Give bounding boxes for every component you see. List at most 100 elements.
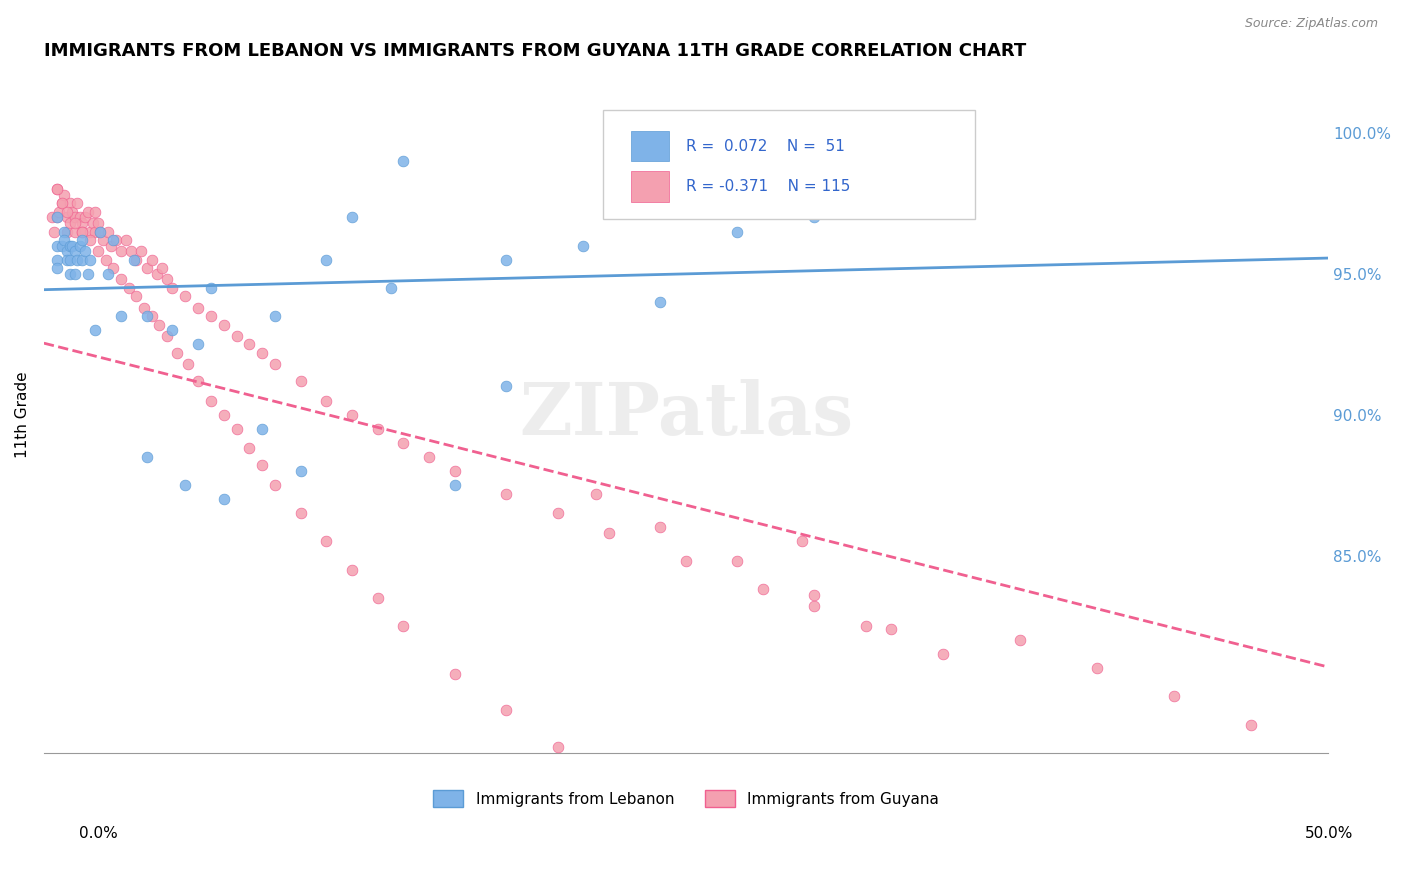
Point bbox=[212, 318, 235, 332]
Point bbox=[120, 244, 142, 259]
Point bbox=[150, 261, 173, 276]
Point bbox=[315, 534, 337, 549]
Point bbox=[58, 196, 80, 211]
Point bbox=[752, 858, 775, 872]
Point bbox=[790, 534, 813, 549]
Point bbox=[803, 887, 825, 892]
Point bbox=[53, 233, 76, 247]
Point bbox=[122, 252, 145, 267]
Point bbox=[79, 252, 101, 267]
Point bbox=[69, 211, 91, 225]
Point bbox=[166, 345, 188, 359]
Point bbox=[56, 244, 79, 259]
Bar bbox=[631, 131, 669, 161]
Point bbox=[79, 225, 101, 239]
Point bbox=[340, 563, 363, 577]
Point bbox=[547, 740, 569, 755]
Point bbox=[56, 211, 79, 225]
Legend: Immigrants from Lebanon, Immigrants from Guyana: Immigrants from Lebanon, Immigrants from… bbox=[426, 784, 945, 814]
Text: R =  0.072    N =  51: R = 0.072 N = 51 bbox=[686, 139, 845, 153]
Point bbox=[72, 225, 94, 239]
FancyBboxPatch shape bbox=[603, 111, 974, 219]
Point bbox=[264, 357, 287, 371]
Point bbox=[162, 323, 184, 337]
Point bbox=[69, 238, 91, 252]
Point bbox=[103, 233, 125, 247]
Point bbox=[58, 216, 80, 230]
Point bbox=[264, 478, 287, 492]
Point bbox=[1008, 633, 1031, 648]
Point bbox=[82, 216, 104, 230]
Point bbox=[495, 704, 517, 718]
Point bbox=[880, 622, 903, 636]
Point bbox=[135, 309, 157, 323]
Point bbox=[63, 244, 86, 259]
Point bbox=[290, 506, 312, 520]
Point bbox=[1240, 717, 1263, 731]
Point bbox=[53, 225, 76, 239]
Point bbox=[250, 458, 273, 473]
Point bbox=[156, 328, 179, 343]
Point bbox=[51, 238, 73, 252]
Point bbox=[156, 272, 179, 286]
Point bbox=[315, 252, 337, 267]
Point bbox=[91, 233, 114, 247]
Point bbox=[100, 238, 122, 252]
Point bbox=[290, 374, 312, 388]
Point bbox=[87, 216, 110, 230]
Y-axis label: 11th Grade: 11th Grade bbox=[15, 371, 30, 458]
Point bbox=[572, 238, 595, 252]
Point bbox=[110, 309, 132, 323]
Text: Source: ZipAtlas.com: Source: ZipAtlas.com bbox=[1244, 17, 1378, 29]
Point bbox=[56, 225, 79, 239]
Point bbox=[855, 619, 877, 633]
Point bbox=[650, 295, 672, 310]
Point bbox=[803, 211, 825, 225]
Point bbox=[380, 281, 402, 295]
Point bbox=[187, 337, 209, 351]
Point bbox=[932, 647, 955, 661]
Point bbox=[131, 244, 153, 259]
Point bbox=[58, 238, 80, 252]
Point bbox=[58, 267, 80, 281]
Point bbox=[367, 422, 389, 436]
Point bbox=[56, 204, 79, 219]
Point bbox=[94, 252, 117, 267]
Point bbox=[675, 816, 697, 830]
Point bbox=[1163, 690, 1185, 704]
Point bbox=[392, 435, 415, 450]
Point bbox=[418, 450, 440, 464]
Point bbox=[72, 233, 94, 247]
Point bbox=[315, 393, 337, 408]
Point bbox=[48, 204, 70, 219]
Point bbox=[148, 318, 170, 332]
Point bbox=[444, 478, 467, 492]
Point bbox=[803, 599, 825, 614]
Point bbox=[66, 252, 89, 267]
Point bbox=[41, 211, 63, 225]
Point bbox=[367, 591, 389, 605]
Point bbox=[63, 216, 86, 230]
Point bbox=[855, 126, 877, 140]
Point bbox=[1085, 661, 1108, 675]
Point bbox=[84, 204, 107, 219]
Point bbox=[60, 204, 83, 219]
Point bbox=[725, 225, 748, 239]
Point bbox=[89, 225, 111, 239]
Point bbox=[66, 196, 89, 211]
Point bbox=[76, 204, 98, 219]
Point bbox=[84, 225, 107, 239]
Text: ZIPatlas: ZIPatlas bbox=[519, 379, 853, 450]
Point bbox=[110, 272, 132, 286]
Point bbox=[72, 225, 94, 239]
Point bbox=[392, 619, 415, 633]
Point bbox=[104, 233, 127, 247]
Point bbox=[73, 244, 96, 259]
Point bbox=[200, 393, 222, 408]
Point bbox=[44, 225, 66, 239]
Point bbox=[51, 196, 73, 211]
Point bbox=[725, 554, 748, 568]
Point bbox=[135, 450, 157, 464]
Point bbox=[547, 506, 569, 520]
Point bbox=[45, 211, 67, 225]
